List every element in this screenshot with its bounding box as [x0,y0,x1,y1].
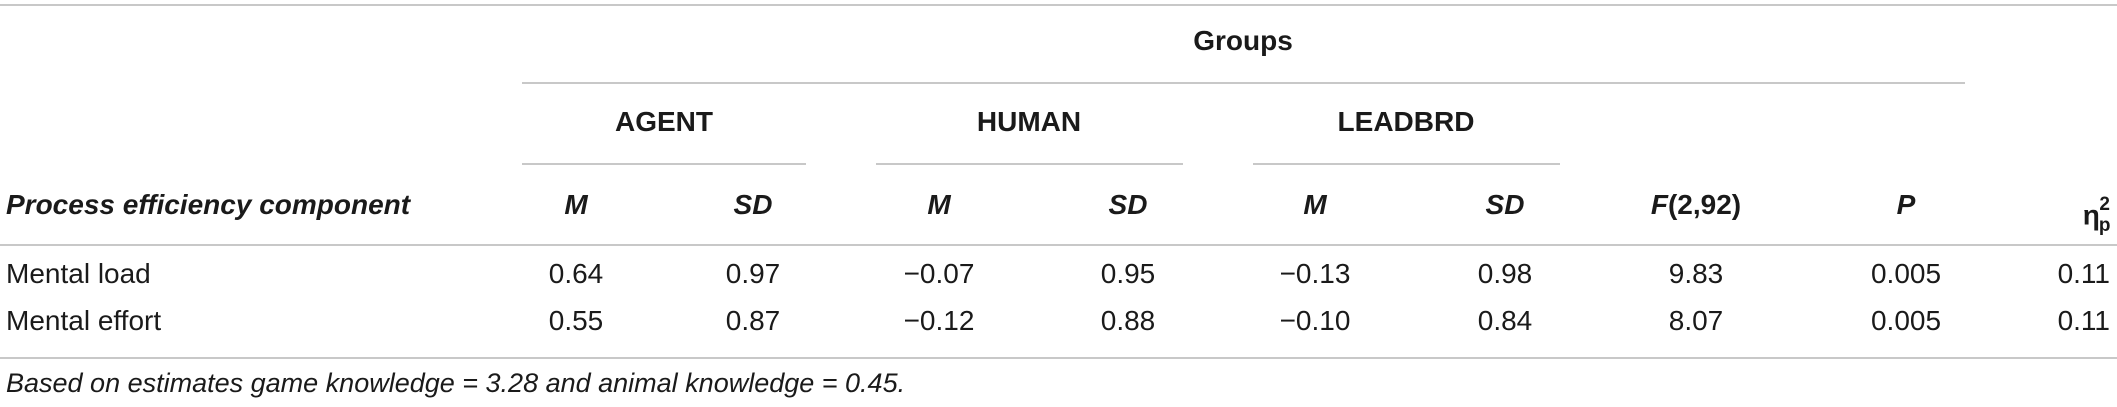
leadbrd-sd-header: SD [1485,189,1525,220]
table-footnote: Based on estimates game knowledge = 3.28… [6,368,906,398]
row-1-human-sd: 0.95 [1100,258,1156,289]
row-1-label: Mental load [6,258,151,289]
row-1-leadbrd-sd: 0.98 [1477,258,1533,289]
leadbrd-underline [1253,163,1560,165]
f-stat-header: F(2,92) [1651,189,1741,221]
leadbrd-header: LEADBRD [1337,106,1475,137]
agent-sd-header: SD [733,189,773,220]
groups-header: Groups [1193,25,1293,56]
row-1-p: 0.005 [1870,258,1942,289]
row-2-eta: 0.11 [2057,305,2110,336]
leadbrd-m-header: M [1303,189,1327,220]
row-2-human-sd: 0.88 [1100,305,1156,336]
header-bottom-rule [0,244,2117,246]
f-df: (2,92) [1667,189,1742,220]
row-2-human-m: −0.12 [903,305,975,336]
row-1-agent-m: 0.64 [548,258,604,289]
row-2-agent-sd: 0.87 [725,305,781,336]
table-bottom-rule [0,357,2117,359]
agent-underline [522,163,806,165]
human-header: HUMAN [976,106,1082,137]
human-sd-header: SD [1108,189,1148,220]
row-2-p: 0.005 [1870,305,1942,336]
table-top-rule [0,4,2117,6]
agent-m-header: M [564,189,588,220]
agent-header: AGENT [615,106,713,137]
row-2-leadbrd-sd: 0.84 [1477,305,1533,336]
human-m-header: M [927,189,951,220]
row-1-eta: 0.11 [2057,258,2110,289]
f-symbol: F [1650,189,1668,220]
row-label-header: Process efficiency component [6,189,411,220]
human-underline [876,163,1183,165]
eta-subscript: p [2098,214,2111,236]
row-1-human-m: −0.07 [903,258,975,289]
row-2-f: 8.07 [1668,305,1724,336]
eta-superscript: 2 [2099,194,2110,215]
eta-squared-header: ηp2 [2082,189,2111,242]
row-2-label: Mental effort [6,305,162,336]
eta-symbol: η [2082,199,2100,231]
p-header: P [1896,189,1916,220]
row-1-f: 9.83 [1668,258,1724,289]
row-2-agent-m: 0.55 [548,305,604,336]
row-2-leadbrd-m: −0.10 [1279,305,1351,336]
row-1-agent-sd: 0.97 [725,258,781,289]
row-1-leadbrd-m: −0.13 [1279,258,1351,289]
groups-underline [522,82,1965,84]
